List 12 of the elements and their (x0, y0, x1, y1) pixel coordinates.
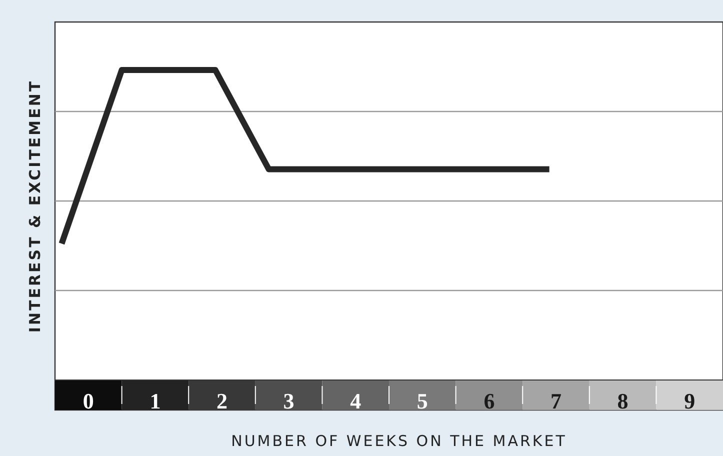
x-tick-label: 4 (350, 388, 362, 414)
x-tick-label: 5 (416, 388, 428, 414)
x-tick-label: 7 (550, 388, 562, 414)
x-tick-label: 3 (283, 388, 294, 414)
x-tick-label: 9 (684, 388, 696, 414)
y-axis-title: INTEREST & EXCITEMENT (26, 79, 44, 333)
x-tick-label: 8 (617, 388, 628, 414)
x-axis-title: NUMBER OF WEEKS ON THE MARKET (231, 432, 567, 450)
x-tick-label: 2 (216, 388, 228, 414)
x-tick-label: 1 (150, 388, 161, 414)
x-tick-label: 6 (484, 388, 495, 414)
x-tick-label: 0 (82, 388, 94, 414)
